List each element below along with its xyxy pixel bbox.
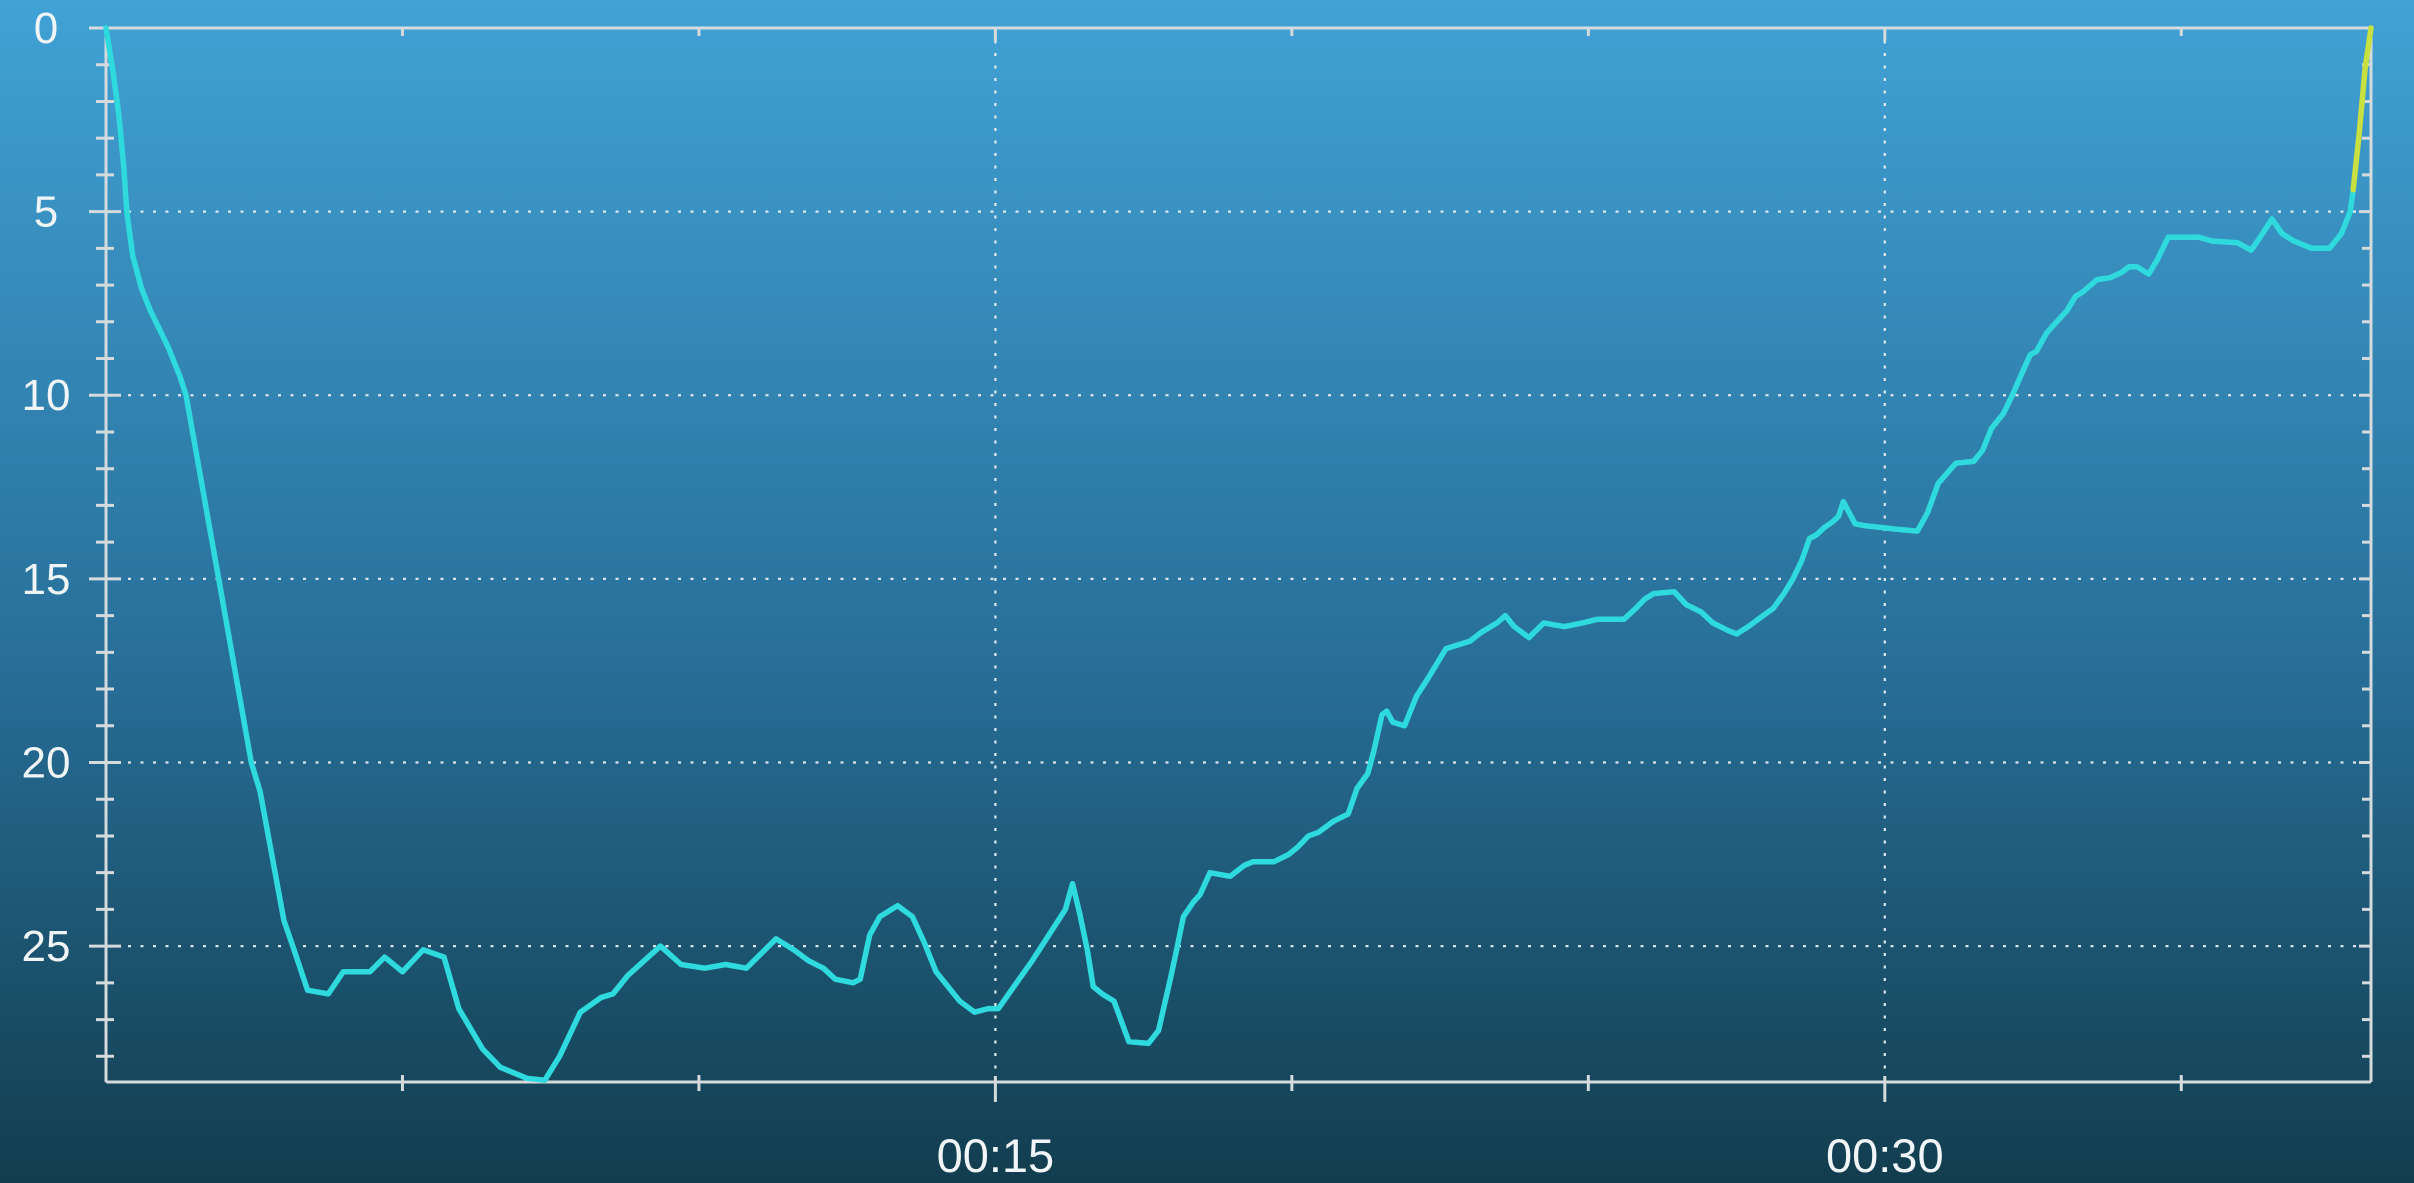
x-tick-label: 00:30 [1826,1129,1944,1182]
axis-labels: 0 5 10 15 20 25 00:15 00:30 [22,4,1944,1182]
x-tick-label: 00:15 [937,1129,1055,1182]
y-tick-label: 10 [22,371,71,420]
y-tick-label: 0 [34,4,58,53]
final-ascent-line [2350,25,2374,193]
axis-ticks [89,26,2371,1102]
y-tick-label: 20 [22,738,71,787]
axis-frame [104,26,2373,1084]
gridlines [128,28,2371,1082]
y-tick-label: 25 [22,922,71,971]
y-tick-label: 15 [22,555,71,604]
series [103,25,2374,1083]
depth-profile-line [103,25,2356,1083]
y-tick-label: 5 [34,188,58,237]
